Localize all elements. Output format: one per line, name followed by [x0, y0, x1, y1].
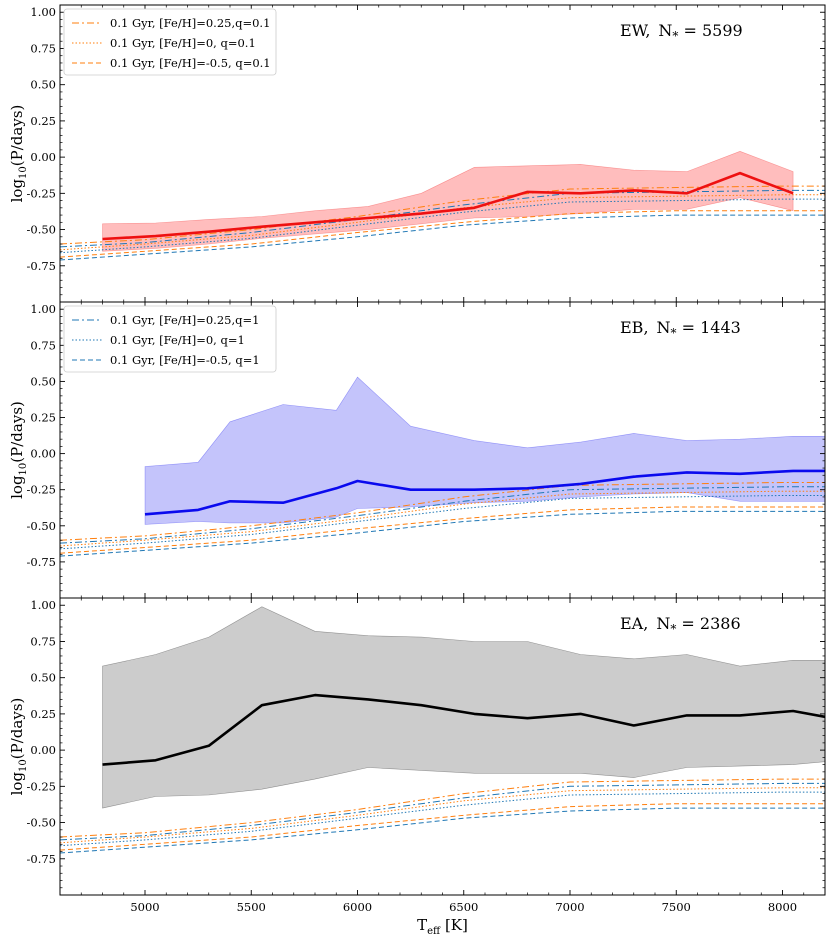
- model-track-eb-1: [60, 490, 825, 547]
- panel-label-eb: EB, N* = 1443: [620, 318, 741, 340]
- ylabel-ea: log10(P/days): [8, 698, 29, 796]
- xtick-label: 8000: [768, 900, 797, 914]
- ylabel-ew: log10(P/days): [8, 105, 29, 203]
- ytick-label: -0.25: [27, 186, 57, 200]
- ytick-label: 0.75: [30, 41, 56, 55]
- ytick-label: -0.25: [27, 483, 57, 497]
- median-line-ea: [102, 693, 825, 766]
- legend-entry: 0.1 Gyr, [Fe/H]=0, q=0.1: [110, 36, 256, 50]
- ytick-label: 1.00: [30, 302, 56, 316]
- legend-entry: 0.1 Gyr, [Fe/H]=0, q=1: [110, 333, 245, 347]
- ytick-label: 0.75: [30, 338, 56, 352]
- xtick-label: 5500: [237, 900, 266, 914]
- ytick-label: -0.75: [27, 852, 57, 866]
- panel-label-ea: EA, N* = 2386: [620, 614, 741, 636]
- median-line-ew: [102, 171, 794, 241]
- ytick-label: 0.00: [30, 447, 56, 461]
- xtick-label: 7000: [555, 900, 584, 914]
- model-track-eb-4: [60, 495, 825, 550]
- spread-band-ea: [102, 606, 825, 809]
- legend-box: [63, 8, 277, 76]
- ylabel-eb: log10(P/days): [8, 401, 29, 499]
- legend-entry: 0.1 Gyr, [Fe/H]=-0.5, q=1: [110, 353, 260, 367]
- ytick-label: 1.00: [30, 5, 56, 19]
- model-track-eb-5: [60, 510, 825, 557]
- model-track-ew-5: [60, 214, 825, 261]
- ytick-label: 0.50: [30, 374, 56, 388]
- plot-area-ea: [60, 606, 825, 854]
- panel-label-ew: EW, N* = 5599: [620, 21, 743, 43]
- ytick-label: -0.75: [27, 259, 57, 273]
- model-track-ew-2: [60, 210, 825, 258]
- xtick-label: 7500: [662, 900, 691, 914]
- model-track-ew-0: [60, 185, 825, 245]
- legend-ew: 0.1 Gyr, [Fe/H]=0.25,q=0.1 0.1 Gyr, [Fe/H…: [63, 8, 277, 76]
- xlabel: Teff [K]: [417, 916, 468, 937]
- ytick-label: 0.00: [30, 150, 56, 164]
- legend-entry: 0.1 Gyr, [Fe/H]=-0.5, q=0.1: [110, 56, 271, 70]
- xtick-label: 5000: [130, 900, 159, 914]
- ytick-label: 0.25: [30, 411, 56, 425]
- legend-entry: 0.1 Gyr, [Fe/H]=0.25,q=1: [110, 313, 259, 327]
- panel-eb: 1.00 0.75 0.50 0.25 0.00 -0.25 -0.50 -0.75 log10…: [8, 301, 826, 599]
- ytick-label: -0.75: [27, 555, 57, 569]
- legend-eb: 0.1 Gyr, [Fe/H]=0.25,q=1 0.1 Gyr, [Fe/H]=…: [63, 305, 277, 373]
- legend-box: [63, 305, 277, 373]
- model-track-ea-5: [60, 807, 825, 854]
- xtick-label: 6000: [343, 900, 372, 914]
- plot-area-eb: [60, 376, 825, 557]
- ytick-label: 0.25: [30, 114, 56, 128]
- panel-ew: 1.00 0.75 0.50 0.25 0.00 -0.25 -0.50 -0.75 log10…: [8, 4, 826, 303]
- model-track-eb-3: [60, 486, 825, 544]
- plot-area-ew: [60, 150, 825, 261]
- ytick-label: 0.50: [30, 671, 56, 685]
- ytick-label: -0.50: [27, 223, 57, 237]
- model-track-ea-1: [60, 787, 825, 844]
- model-track-ea-0: [60, 778, 825, 838]
- model-track-ea-3: [60, 782, 825, 841]
- panel-ea: 1.00 0.75 0.50 0.25 0.00 -0.25 -0.50 -0.75 5000 5…: [8, 597, 826, 937]
- model-track-ea-4: [60, 791, 825, 847]
- ytick-label: 1.00: [30, 598, 56, 612]
- ytick-label: 0.25: [30, 707, 56, 721]
- model-track-ew-4: [60, 198, 825, 254]
- xtick-label: 6500: [449, 900, 478, 914]
- model-track-ea-2: [60, 803, 825, 851]
- ytick-label: -0.50: [27, 816, 57, 830]
- ytick-label: 0.75: [30, 634, 56, 648]
- model-track-ew-3: [60, 189, 825, 248]
- spread-band-eb: [144, 376, 825, 525]
- ytick-label: -0.25: [27, 779, 57, 793]
- ytick-label: 0.50: [30, 78, 56, 92]
- model-track-eb-0: [60, 482, 825, 541]
- model-track-eb-2: [60, 506, 825, 554]
- ytick-label: -0.50: [27, 519, 57, 533]
- ytick-label: 0.00: [30, 743, 56, 757]
- median-line-eb: [144, 469, 825, 516]
- legend-entry: 0.1 Gyr, [Fe/H]=0.25,q=0.1: [110, 16, 270, 30]
